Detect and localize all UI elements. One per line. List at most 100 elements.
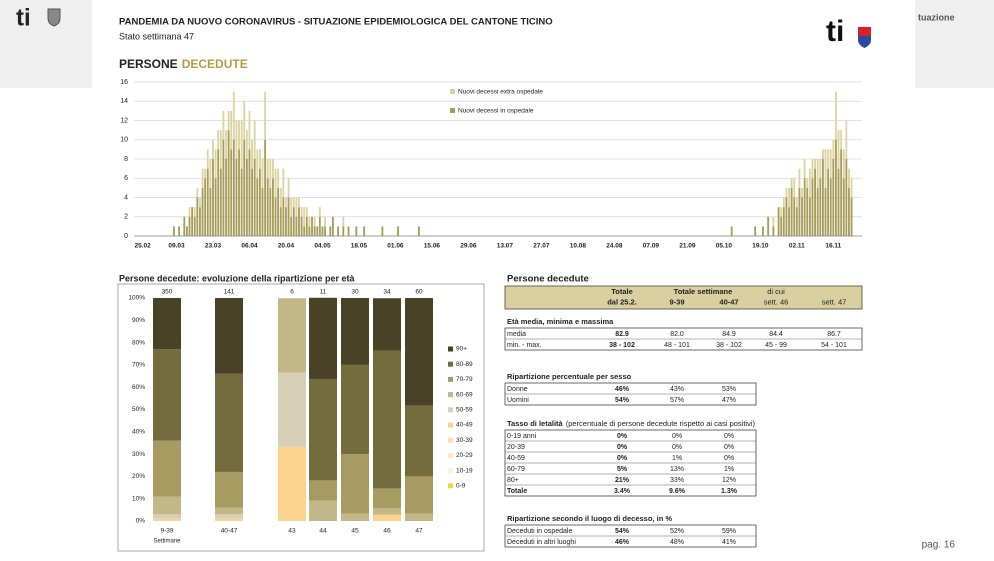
table-cell: 38 - 102 [716,342,742,349]
y-tick-label: 10 [120,137,128,144]
section-title-text: Ripartizione percentuale per sesso [507,372,632,381]
shield-red [858,27,871,36]
bar-segment [217,149,220,236]
table-cell: 21% [615,477,630,484]
bar-segment [819,178,822,236]
bar-segment [290,197,293,217]
header-cell: dal 25.2. [607,297,637,306]
y-tick-label: 100% [128,295,145,302]
table-cell: 84.4 [769,331,783,338]
bar-segment [222,110,225,140]
y-tick-label: 50% [132,406,145,413]
x-tick-label: 15.06 [424,243,441,250]
stack-segment [405,476,433,514]
bar-segment [837,130,840,169]
bar-segment [832,139,835,159]
bar-segment [298,197,300,208]
table-cell: 0% [724,455,734,462]
x-tick-label: 25.02 [134,243,151,250]
section-title: Tasso di letalità (percentuale di persone… [507,419,755,428]
table-cell: Deceduti in altri luoghi [507,539,576,546]
bar-segment [204,178,207,236]
x-tick-label: 06.04 [241,243,258,250]
bar-segment [248,149,251,236]
bar-segment [835,91,837,140]
table-header [504,285,863,310]
bar-segment [277,187,280,236]
bar-segment [342,216,345,227]
bar-segment [772,226,775,236]
stack-segment [405,513,433,521]
bar-segment [188,207,191,217]
x-tick-label: 13.07 [497,243,514,250]
table-cell: 1% [672,455,682,462]
stack-segment [309,500,337,521]
bar-segment [214,178,217,236]
stack-segment [278,372,306,447]
page-number: pag. 16 [922,540,956,551]
category-label: 9-39 [160,528,173,535]
chart-title: Persone decedute: evoluzione della ripar… [119,273,356,283]
legend-swatch [448,376,453,382]
slide-logo: ti [826,15,844,48]
x-tick-label: 05.10 [716,243,733,250]
legend-swatch [450,108,455,113]
legend-label: 80-89 [456,361,473,368]
table-cell: Donne [507,386,528,393]
bar-segment [795,197,798,208]
bar-segment [318,216,321,236]
stack-segment [405,405,433,477]
bar-segment [313,216,316,227]
bar-segment [785,187,788,198]
bar-segment [814,168,816,236]
bar-segment [313,226,316,236]
y-tick-label: 20% [132,473,145,480]
bar-segment [212,159,214,236]
stack-segment [215,373,243,472]
stack-segment [215,507,243,515]
total-label: 350 [162,289,173,296]
bar-segment [225,159,227,236]
bar-segment [798,168,801,188]
bar-segment [204,168,207,179]
bar-segment [300,207,303,217]
bar-segment [829,149,832,179]
bar-segment [835,139,837,236]
bar-segment [238,120,240,150]
bar-segment [292,197,295,208]
legend-swatch [448,468,453,474]
header-cell: sett. 47 [822,297,847,306]
bar-segment [840,149,843,236]
table-cell: 46% [615,539,630,546]
stack-segment [373,488,401,509]
bar-segment [827,168,830,236]
bar-segment [201,187,204,236]
bar-segment [238,149,240,236]
logo: ti [16,4,31,31]
table-cell: 80+ [507,477,519,484]
bar-segment [225,130,227,159]
table-cell: 54% [615,397,630,404]
bar-segment [363,226,366,236]
bar-segment [196,197,199,236]
table-cell: 41% [722,539,736,546]
bar-segment [819,159,822,179]
bar-segment [290,216,293,236]
bar-segment [767,216,770,236]
legend-swatch [448,422,453,428]
bar-segment [824,187,827,236]
bar-segment [272,178,274,236]
y-tick-label: 0 [124,233,128,240]
legend-swatch [448,392,453,398]
bar-segment [811,159,814,179]
table-cell: 33% [670,477,684,484]
bar-segment [222,139,225,236]
bar-segment [245,159,248,236]
bar-segment [821,149,824,159]
bar-segment [850,178,853,198]
bar-segment [219,130,222,169]
x-tick-label: 09.03 [168,243,185,250]
bar-segment [253,120,256,159]
legend-swatch [448,361,453,367]
